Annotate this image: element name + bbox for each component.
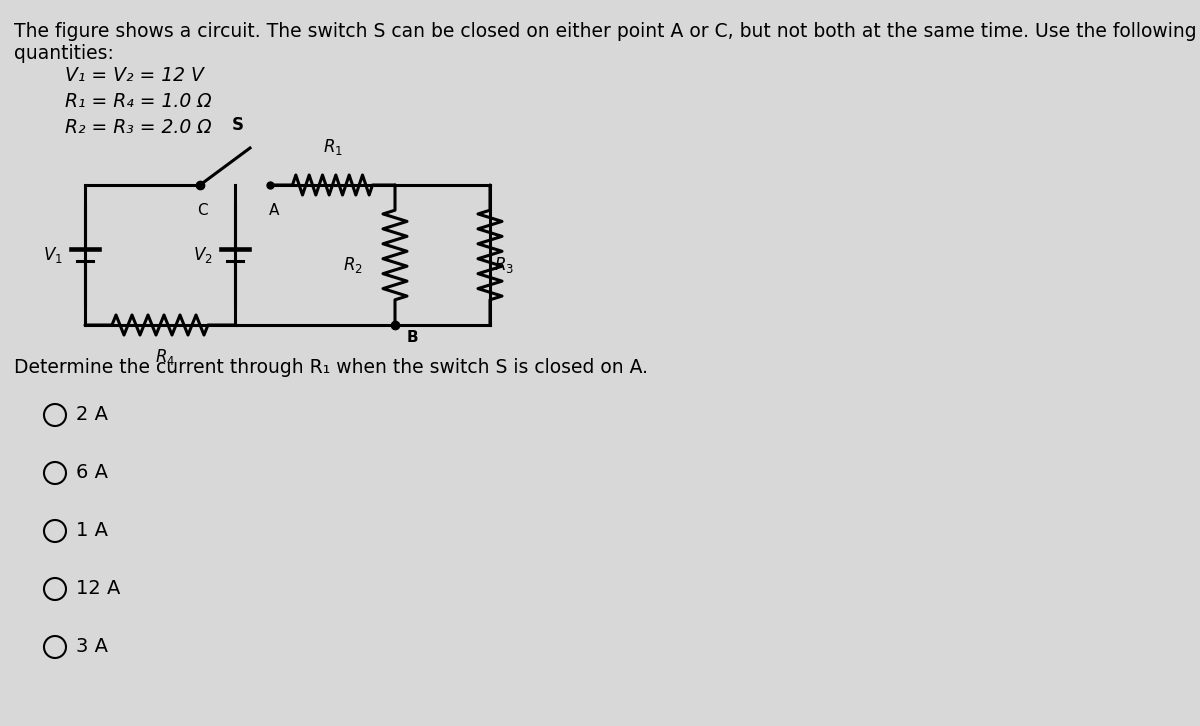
Text: $V_1$: $V_1$	[43, 245, 64, 265]
Text: $R_2$: $R_2$	[343, 255, 364, 275]
Text: S: S	[232, 116, 244, 134]
Text: C: C	[197, 203, 208, 218]
Text: The figure shows a circuit. The switch S can be closed on either point A or C, b: The figure shows a circuit. The switch S…	[14, 22, 1196, 41]
Text: R₂ = R₃ = 2.0 Ω: R₂ = R₃ = 2.0 Ω	[65, 118, 211, 137]
Text: 1 A: 1 A	[76, 521, 108, 540]
Text: $R_3$: $R_3$	[494, 255, 514, 275]
Text: B: B	[407, 330, 419, 345]
Text: 12 A: 12 A	[76, 579, 120, 598]
Text: A: A	[269, 203, 280, 218]
Text: $R_1$: $R_1$	[323, 137, 342, 157]
Text: 3 A: 3 A	[76, 637, 108, 656]
Text: V₁ = V₂ = 12 V: V₁ = V₂ = 12 V	[65, 66, 204, 85]
Text: $V_2$: $V_2$	[193, 245, 214, 265]
Text: 6 A: 6 A	[76, 463, 108, 483]
Text: quantities:: quantities:	[14, 44, 114, 63]
Text: Determine the current through R₁ when the switch S is closed on A.: Determine the current through R₁ when th…	[14, 358, 648, 377]
Text: $R_4$: $R_4$	[155, 347, 175, 367]
Text: 2 A: 2 A	[76, 406, 108, 425]
Text: R₁ = R₄ = 1.0 Ω: R₁ = R₄ = 1.0 Ω	[65, 92, 211, 111]
